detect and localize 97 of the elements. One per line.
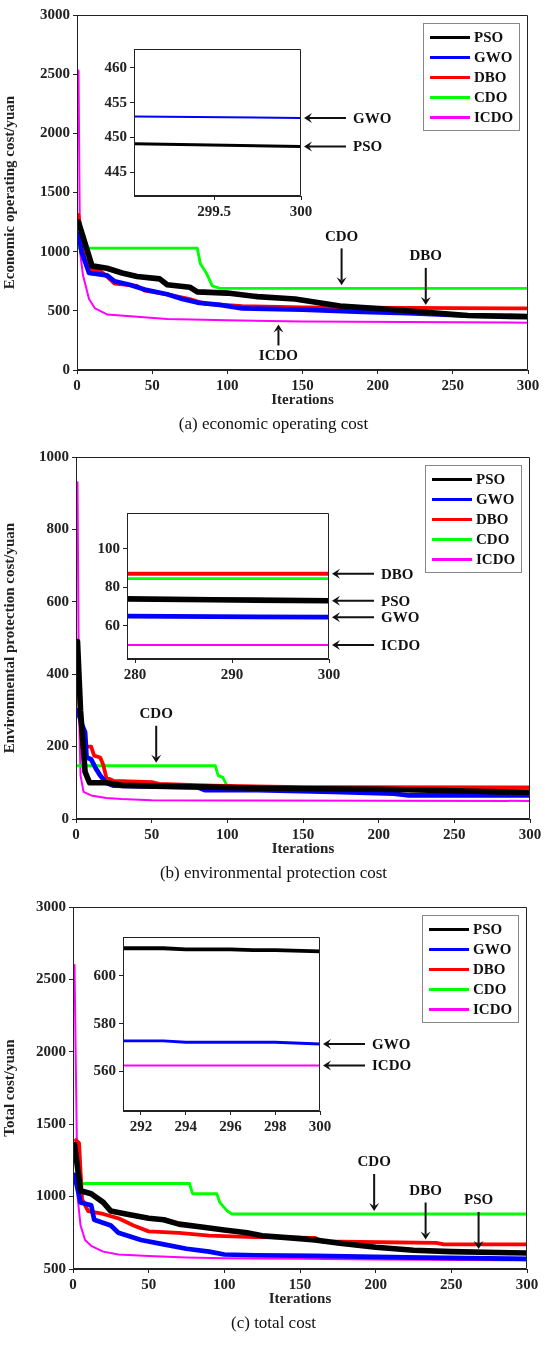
x-axis-title: Iterations — [268, 1289, 332, 1306]
x-tick-label: 250 — [441, 376, 465, 393]
y-tick-label: 2500 — [36, 970, 66, 987]
legend-label: CDO — [474, 88, 508, 106]
y-tick-label: 1500 — [36, 1115, 66, 1132]
x-tick-label: 298 — [263, 1117, 287, 1134]
legend-label: PSO — [476, 470, 506, 488]
annotation: CDO — [324, 227, 359, 244]
x-tick-label: 50 — [144, 825, 160, 842]
x-tick-label: 100 — [213, 1275, 236, 1292]
x-tick-label: 250 — [440, 1275, 463, 1292]
y-tick-label: 445 — [104, 163, 127, 180]
text: (b) environmental protection cost — [158, 863, 389, 883]
y-tick-label: 2000 — [40, 124, 70, 141]
y-tick-label: 500 — [47, 301, 70, 318]
y-tick-label: 460 — [104, 58, 127, 75]
y-tick-label: 580 — [93, 1014, 116, 1031]
y-tick-label: 400 — [46, 665, 69, 682]
annotation: GWO — [353, 109, 392, 126]
legend-label: ICDO — [476, 550, 516, 568]
annotation: CDO — [357, 1153, 391, 1170]
legend-label: GWO — [476, 490, 515, 508]
legend-label: ICDO — [474, 108, 514, 126]
annotation: ICDO — [258, 346, 299, 363]
text: (a) economic operating cost — [177, 414, 370, 434]
x-tick-label: 280 — [123, 665, 147, 682]
y-tick-label: 2000 — [36, 1042, 66, 1059]
y-tick-label: 1000 — [40, 242, 70, 259]
y-tick-label: 600 — [93, 966, 116, 983]
y-tick-label: 80 — [105, 578, 120, 595]
y-tick-label: 60 — [105, 616, 120, 633]
annotation: ICDO — [372, 1057, 412, 1074]
x-tick-label: 200 — [364, 1275, 387, 1292]
y-tick-label: 1000 — [39, 447, 69, 464]
legend-label: ICDO — [473, 1000, 513, 1018]
x-tick-label: 250 — [443, 825, 466, 842]
y-tick-label: 455 — [104, 93, 127, 110]
legend-label: DBO — [473, 960, 506, 978]
x-tick-label: 0 — [73, 376, 81, 393]
annotation: PSO — [381, 592, 411, 609]
x-tick-label: 50 — [144, 376, 160, 393]
x-tick-label: 300 — [317, 665, 341, 682]
legend-label: CDO — [476, 530, 510, 548]
y-tick-label: 3000 — [36, 897, 66, 914]
x-tick-label: 50 — [141, 1275, 157, 1292]
y-tick-label: 1500 — [40, 183, 70, 200]
x-tick-label: 150 — [291, 376, 314, 393]
y-axis-title: Economic operating cost/yuan — [0, 95, 17, 290]
x-tick-label: 294 — [174, 1117, 198, 1134]
y-tick-label: 200 — [46, 737, 69, 754]
x-tick-label: 150 — [288, 1275, 312, 1292]
y-tick-label: 1000 — [36, 1187, 66, 1204]
x-axis-title: Iterations — [271, 839, 335, 856]
y-tick-label: 2500 — [40, 65, 70, 82]
x-tick-label: 292 — [129, 1117, 153, 1134]
annotation: DBO — [409, 1181, 442, 1198]
y-tick-label: 0 — [62, 360, 70, 377]
x-tick-label: 300 — [516, 376, 540, 393]
y-tick-label: 560 — [93, 1062, 116, 1079]
y-tick-label: 500 — [43, 1259, 66, 1276]
legend-label: PSO — [473, 920, 503, 938]
x-tick-label: 290 — [220, 665, 244, 682]
annotation: DBO — [409, 247, 443, 264]
x-tick-label: 200 — [366, 376, 389, 393]
legend-label: GWO — [474, 48, 513, 66]
y-tick-label: 3000 — [40, 5, 70, 22]
x-tick-label: 200 — [367, 825, 390, 842]
x-tick-label: 300 — [515, 1275, 539, 1292]
annotation: CDO — [139, 705, 173, 722]
annotation: DBO — [381, 565, 414, 582]
annotation: GWO — [372, 1035, 411, 1052]
x-tick-label: 300 — [518, 825, 542, 842]
x-axis-title: Iterations — [271, 390, 334, 407]
legend-label: CDO — [473, 980, 507, 998]
y-tick-label: 100 — [97, 539, 120, 556]
legend-label: DBO — [474, 68, 507, 86]
y-tick-label: 0 — [61, 809, 69, 826]
y-axis-title: Total cost/yuan — [0, 1038, 17, 1137]
x-tick-label: 300 — [308, 1117, 332, 1134]
x-tick-label: 150 — [291, 825, 315, 842]
legend-label: DBO — [476, 510, 509, 528]
x-tick-label: 296 — [219, 1117, 243, 1134]
annotation: PSO — [353, 138, 383, 155]
x-tick-label: 300 — [289, 202, 313, 219]
legend-label: PSO — [474, 28, 504, 46]
annotation: GWO — [381, 609, 420, 626]
x-tick-label: 100 — [216, 376, 239, 393]
text: (c) total cost — [230, 1313, 317, 1333]
x-tick-label: 100 — [216, 825, 239, 842]
y-tick-label: 450 — [104, 128, 127, 145]
annotation: PSO — [463, 1191, 494, 1208]
x-tick-label: 299.5 — [197, 202, 231, 219]
y-axis-title: Environmental protection cost/yuan — [0, 522, 17, 754]
annotation: ICDO — [381, 636, 421, 653]
legend-label: GWO — [473, 940, 512, 958]
y-tick-label: 600 — [46, 592, 69, 609]
y-tick-label: 800 — [46, 520, 69, 537]
